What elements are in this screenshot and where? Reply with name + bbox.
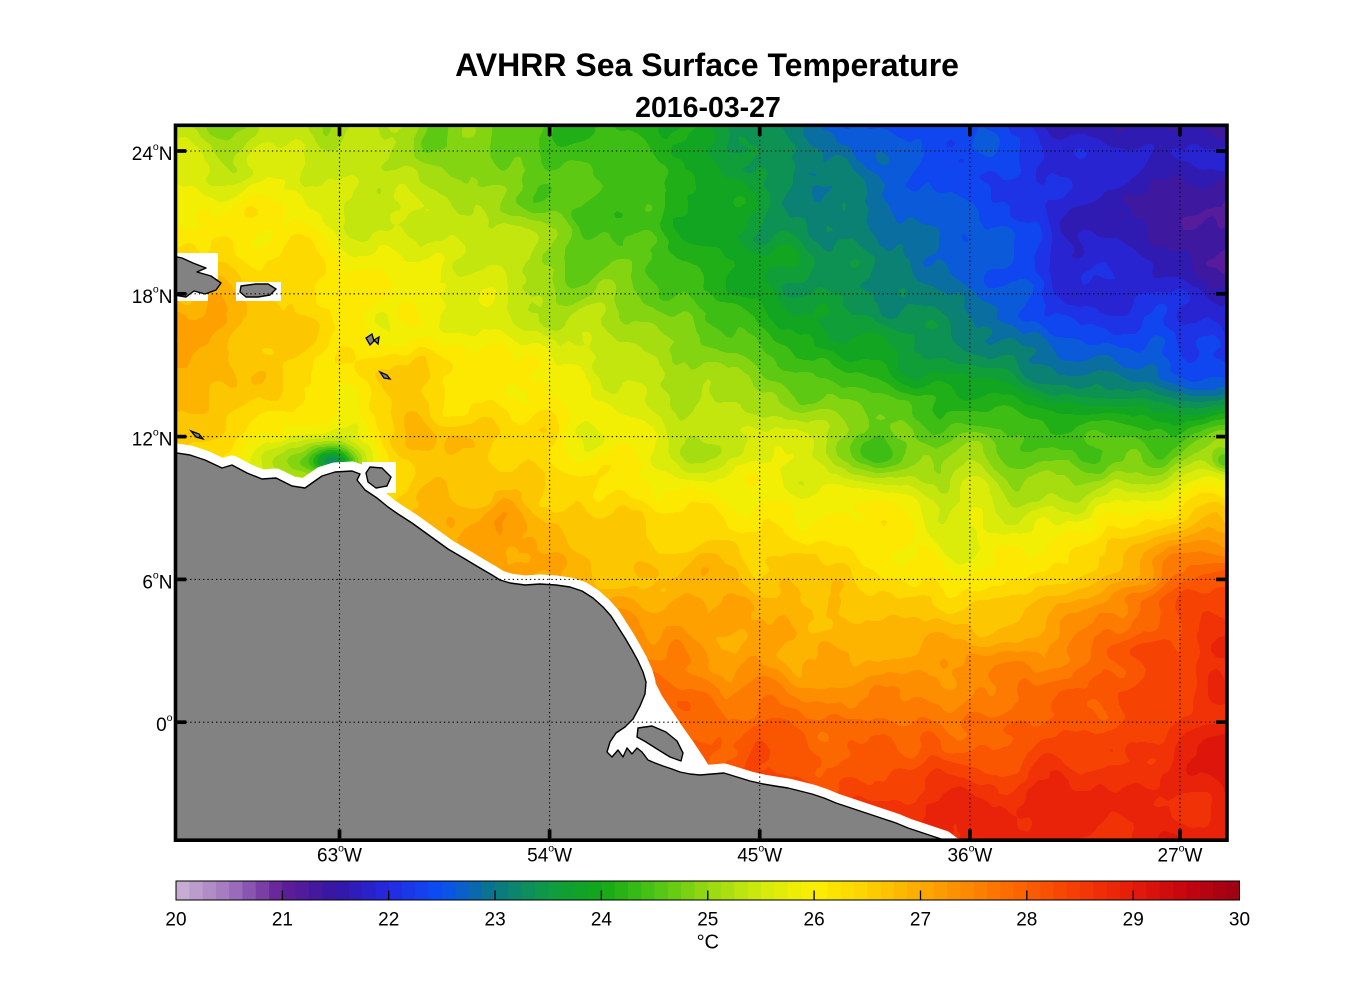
svg-text:2016-03-27: 2016-03-27 bbox=[635, 92, 781, 124]
svg-text:24: 24 bbox=[591, 909, 613, 930]
svg-text:°C: °C bbox=[697, 932, 719, 954]
svg-text:25: 25 bbox=[697, 909, 718, 930]
svg-text:63oW: 63oW bbox=[317, 842, 362, 866]
svg-text:12oN: 12oN bbox=[132, 427, 173, 451]
svg-text:29: 29 bbox=[1123, 909, 1144, 930]
svg-text:27: 27 bbox=[910, 909, 931, 930]
svg-text:23: 23 bbox=[485, 909, 506, 930]
svg-text:21: 21 bbox=[272, 909, 293, 930]
svg-text:26: 26 bbox=[804, 909, 825, 930]
svg-text:22: 22 bbox=[378, 909, 399, 930]
svg-text:18oN: 18oN bbox=[132, 284, 173, 308]
svg-text:AVHRR Sea Surface Temperature: AVHRR Sea Surface Temperature bbox=[455, 47, 959, 83]
svg-text:28: 28 bbox=[1016, 909, 1037, 930]
svg-text:30: 30 bbox=[1229, 909, 1250, 930]
svg-text:24oN: 24oN bbox=[132, 141, 173, 165]
svg-text:20: 20 bbox=[165, 909, 186, 930]
